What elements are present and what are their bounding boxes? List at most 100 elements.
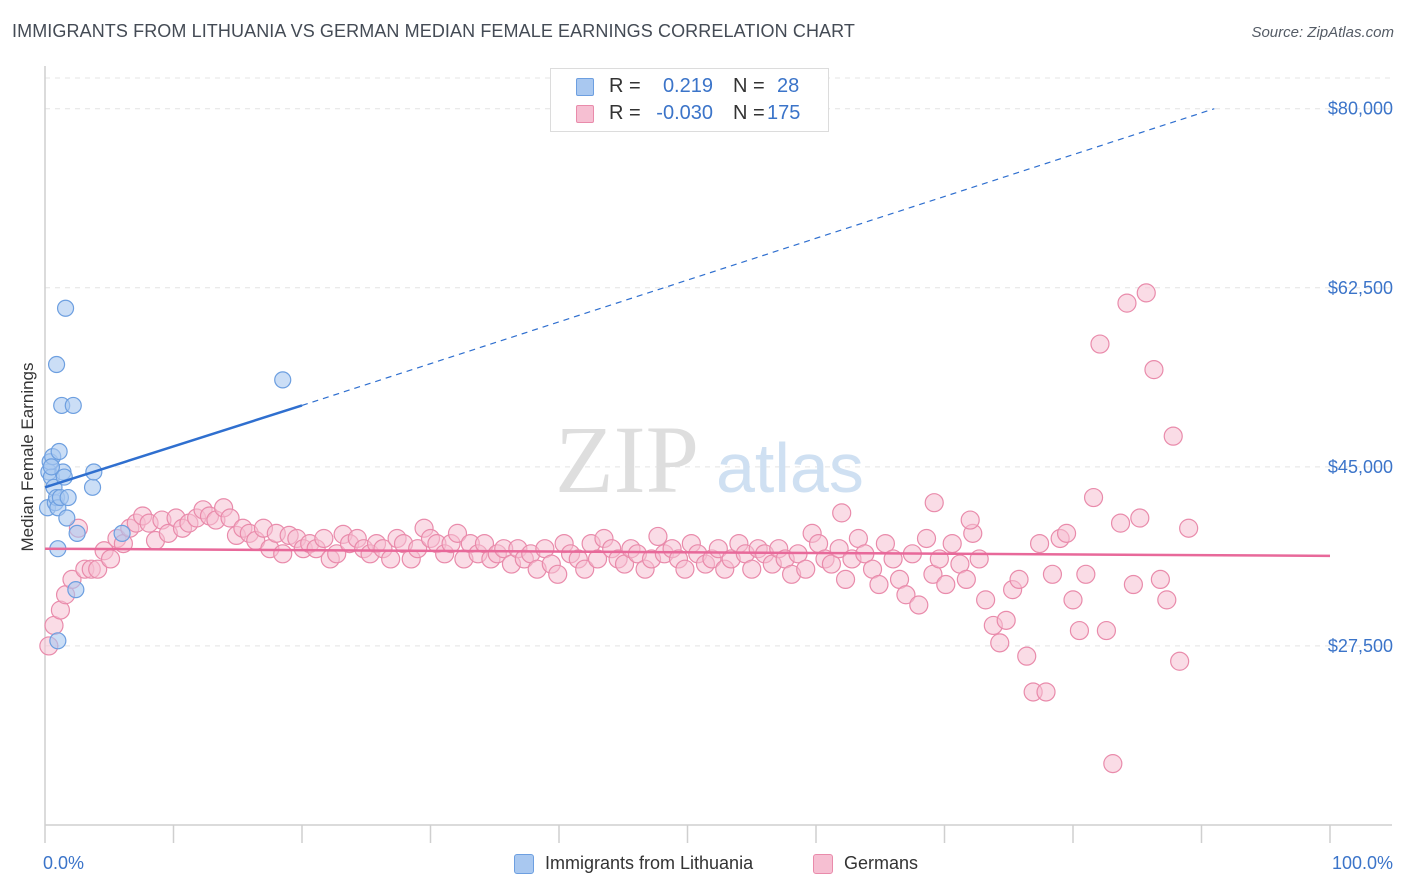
germans-point	[314, 528, 334, 549]
lithuania-point	[50, 442, 68, 461]
correlation-legend: R = 0.219 N = 28 R = -0.030 N = 175	[550, 68, 829, 132]
y-axis-title: Median Female Earnings	[18, 363, 37, 552]
germans-point	[821, 554, 842, 574]
trend-lines	[44, 108, 1331, 558]
bottom-legend-swatch-blue	[514, 854, 534, 874]
germans-point	[960, 510, 980, 530]
germans-point	[1136, 283, 1156, 303]
lithuania-point	[68, 524, 86, 542]
legend-n-label: N =	[733, 75, 765, 97]
germans-point	[1029, 533, 1050, 554]
germans-point	[1150, 569, 1170, 590]
germans-point	[1056, 523, 1077, 543]
germans-point	[916, 528, 937, 549]
germans-point	[742, 559, 762, 579]
germans-point	[273, 544, 293, 564]
germans-point	[408, 539, 428, 559]
germans-point	[1163, 426, 1183, 446]
germans-point	[587, 549, 608, 569]
legend-n-value: 175	[767, 102, 801, 124]
source-label: Source: ZipAtlas.com	[1251, 24, 1394, 41]
germans-point	[1076, 564, 1096, 584]
germans-points	[39, 283, 1199, 774]
legend-r-label: R =	[609, 102, 641, 124]
lithuania-point	[58, 509, 76, 527]
germans-point	[548, 564, 568, 584]
y-tick-label: $62,500	[1328, 278, 1393, 298]
germans-point	[88, 559, 108, 579]
germans-point	[447, 523, 468, 543]
germans-point	[835, 569, 856, 590]
axes	[44, 66, 1392, 843]
legend-r-value: -0.030	[656, 102, 713, 124]
watermark-atlas: atlas	[716, 429, 864, 507]
germans-point	[648, 526, 668, 547]
lithuania-trend-line	[44, 404, 303, 489]
germans-point	[1130, 508, 1150, 528]
germans-point	[1036, 682, 1056, 702]
germans-point	[1179, 518, 1199, 538]
legend-n-value: 28	[777, 75, 800, 97]
lithuania-point	[113, 524, 131, 542]
germans-point	[1096, 620, 1117, 641]
x-tick-label-end: 100.0%	[1332, 853, 1393, 873]
germans-point	[924, 493, 944, 513]
germans-point	[942, 533, 962, 554]
germans-point	[220, 508, 240, 528]
bottom-legend-label: Immigrants from Lithuania	[545, 853, 754, 873]
legend-row-germans: R = -0.030 N = 175	[551, 101, 828, 127]
germans-point	[1110, 513, 1131, 533]
germans-point	[896, 585, 916, 605]
legend-n-label: N =	[733, 102, 765, 124]
watermark: ZIP atlas	[555, 406, 864, 513]
germans-point	[575, 559, 595, 579]
germans-point	[956, 569, 976, 590]
lithuania-trend-extension	[301, 108, 1215, 407]
germans-point	[1063, 590, 1083, 610]
germans-point	[909, 595, 929, 615]
germans-point	[1103, 754, 1123, 774]
lithuania-point	[47, 355, 66, 374]
germans-point	[1069, 620, 1090, 641]
germans-point	[381, 549, 401, 569]
y-tick-label: $45,000	[1328, 457, 1393, 477]
legend-r-value: 0.219	[662, 75, 713, 97]
y-tick-label: $27,500	[1328, 636, 1393, 656]
legend-row-lithuania: R = 0.219 N = 28	[551, 74, 828, 100]
x-tick-label-start: 0.0%	[43, 853, 84, 873]
lithuania-point	[59, 488, 77, 507]
x-tick-labels: 0.0% 100.0%	[43, 853, 1393, 873]
germans-point	[990, 633, 1010, 653]
bottom-legend-label: Germans	[844, 853, 919, 873]
germans-point	[1042, 564, 1063, 584]
germans-point	[869, 574, 889, 595]
y-tick-label: $80,000	[1328, 99, 1393, 119]
germans-point	[1117, 293, 1137, 313]
germans-point	[796, 559, 816, 579]
germans-trend-line	[44, 547, 1331, 558]
watermark-zip: ZIP	[555, 406, 699, 513]
lithuania-point	[42, 458, 61, 476]
germans-point	[1009, 569, 1029, 590]
germans-point	[976, 590, 996, 610]
germans-point	[1144, 360, 1164, 380]
legend-swatch-blue	[576, 78, 594, 96]
chart-title: IMMIGRANTS FROM LITHUANIA VS GERMAN MEDI…	[12, 21, 856, 41]
germans-point	[1017, 646, 1037, 666]
lithuania-point	[64, 396, 82, 415]
germans-point	[100, 549, 121, 569]
germans-point	[936, 574, 956, 595]
germans-point	[1123, 574, 1143, 595]
lithuania-points	[38, 299, 292, 650]
lithuania-point	[83, 478, 102, 496]
germans-point	[996, 610, 1016, 630]
germans-point	[1170, 651, 1190, 671]
legend-r-label: R =	[609, 75, 641, 97]
lithuania-point	[49, 632, 67, 650]
lithuania-point	[67, 581, 85, 599]
germans-point	[832, 503, 852, 523]
y-tick-labels: $27,500 $45,000 $62,500 $80,000	[1328, 99, 1393, 656]
lithuania-point	[274, 371, 292, 389]
germans-point	[1090, 334, 1110, 354]
germans-point	[675, 559, 695, 579]
